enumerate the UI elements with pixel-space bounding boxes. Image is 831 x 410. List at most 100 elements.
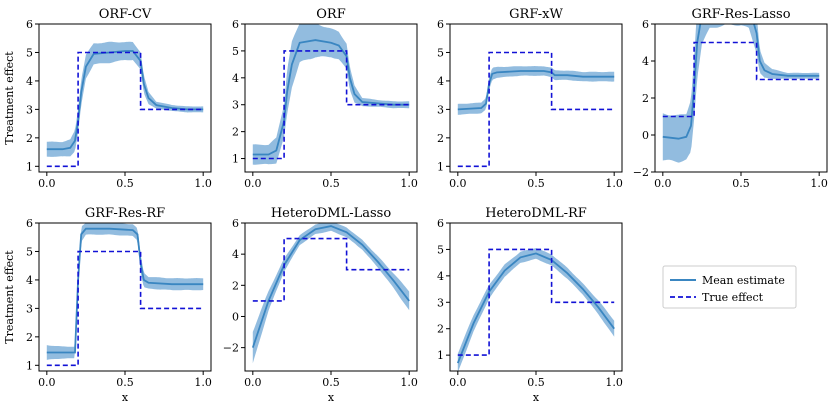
x-axis-label: x	[122, 391, 129, 404]
x-tick-label: 0.0	[654, 177, 672, 190]
confidence-band	[457, 66, 615, 115]
x-tick-label: 1.0	[605, 376, 623, 389]
x-tick-label: 1.0	[400, 177, 418, 190]
x-axis-label: x	[533, 391, 540, 404]
y-tick-label: 2	[26, 132, 33, 145]
legend-box	[662, 265, 797, 309]
y-tick-label: 3	[232, 99, 239, 112]
x-axis-label: x	[328, 391, 335, 404]
y-tick-label: 2	[232, 126, 239, 139]
plot-area	[662, 24, 820, 163]
subplot-title: HeteroDML-RF	[485, 206, 587, 221]
legend-true-label: True effect	[702, 291, 764, 304]
true-effect-line	[252, 237, 410, 302]
y-tick-label: 2	[437, 132, 444, 145]
plot-area	[251, 223, 410, 364]
y-tick-label: 1	[232, 153, 239, 166]
mean-estimate-line	[251, 225, 410, 348]
y-tick-label: 6	[232, 18, 239, 31]
plot-area	[252, 24, 410, 165]
y-tick-label: 6	[232, 217, 239, 230]
true-effect-line	[457, 51, 615, 168]
x-tick-label: 1.0	[400, 376, 418, 389]
mean-estimate-line	[46, 50, 204, 151]
x-tick-label: 0.0	[38, 177, 56, 190]
y-tick-label: 4	[437, 270, 444, 283]
y-tick-label: 4	[642, 55, 649, 68]
plot-area	[457, 51, 615, 168]
subplot-1: ORF-CV 0.0 0.5 1.0 1 2 3 4 5 6 Treatment effect	[3, 7, 212, 190]
subplot-title: ORF-CV	[99, 7, 152, 22]
subplot-2: ORF 0.0 0.5 1.0 1 2 3 4 5 6	[232, 7, 418, 190]
x-tick-label: 0.5	[732, 177, 750, 190]
y-tick-label: 6	[437, 217, 444, 230]
subplot-title: HeteroDML-Lasso	[271, 206, 391, 221]
subplot-5: GRF-Res-RF 0.0 0.5 1.0 1 2 3 4 5 6 Treatment effec…	[3, 206, 212, 404]
y-tick-label: 2	[642, 92, 649, 105]
y-tick-label: 4	[26, 274, 33, 287]
y-tick-label: 4	[232, 248, 239, 261]
confidence-band	[46, 41, 204, 157]
true-effect-line	[46, 250, 204, 367]
y-tick-label: 6	[26, 18, 33, 31]
subplot-3: GRF-xW 0.0 0.5 1.0 1 2 3 4 5 6	[437, 7, 623, 190]
y-tick-label: 1	[437, 349, 444, 362]
subplot-title: GRF-Res-RF	[85, 206, 165, 221]
x-tick-label: 0.5	[527, 177, 545, 190]
x-tick-label: 0.0	[449, 376, 467, 389]
true-effect-line	[457, 248, 615, 356]
x-tick-label: 0.0	[38, 376, 56, 389]
y-tick-label: 0	[232, 310, 239, 323]
subplot-title: GRF-xW	[509, 7, 563, 22]
x-tick-label: 0.0	[449, 177, 467, 190]
x-tick-label: 0.5	[116, 376, 134, 389]
y-tick-label: 5	[437, 46, 444, 59]
mean-estimate-line	[456, 252, 615, 364]
y-tick-label: 2	[437, 323, 444, 336]
y-tick-label: 6	[437, 18, 444, 31]
mean-estimate-line	[662, 24, 820, 140]
subplot-7: HeteroDML-RF 0.0 0.5 1.0 1 2 3 4 5 6 x	[437, 206, 623, 404]
confidence-band	[46, 223, 204, 360]
subplot-4: GRF-Res-Lasso 0.0 0.5 1.0 −2 0 2 4 6	[633, 7, 828, 190]
x-tick-label: 1.0	[194, 376, 212, 389]
x-tick-label: 1.0	[605, 177, 623, 190]
y-tick-label: 1	[26, 160, 33, 173]
y-tick-label: −2	[633, 166, 649, 179]
y-tick-label: 5	[26, 245, 33, 258]
subplot-title: ORF	[316, 7, 345, 22]
y-tick-label: 0	[642, 129, 649, 142]
y-tick-label: −2	[223, 342, 239, 355]
plot-area	[456, 248, 615, 371]
subplot-grid: ORF-CV 0.0 0.5 1.0 1 2 3 4 5 6 Treatment effect ORF…	[3, 7, 828, 404]
mean-estimate-line	[252, 39, 410, 156]
y-tick-label: 3	[437, 103, 444, 116]
x-tick-label: 0.5	[527, 376, 545, 389]
y-tick-label: 3	[437, 296, 444, 309]
y-tick-label: 2	[232, 279, 239, 292]
true-effect-line	[252, 50, 410, 160]
x-tick-label: 0.0	[244, 376, 262, 389]
y-tick-label: 1	[437, 160, 444, 173]
y-tick-label: 4	[437, 75, 444, 88]
plot-area	[46, 223, 204, 367]
y-tick-label: 5	[437, 243, 444, 256]
confidence-band	[457, 248, 615, 371]
true-effect-line	[662, 41, 820, 118]
y-tick-label: 6	[26, 217, 33, 230]
confidence-band	[252, 24, 410, 165]
x-tick-label: 1.0	[194, 177, 212, 190]
y-tick-label: 4	[232, 72, 239, 85]
y-tick-label: 2	[26, 331, 33, 344]
mean-estimate-line	[457, 70, 615, 111]
y-axis-label: Treatment effect	[3, 51, 16, 145]
y-tick-label: 4	[26, 75, 33, 88]
y-tick-label: 3	[26, 302, 33, 315]
mean-estimate-line	[46, 227, 204, 354]
subplot-6: HeteroDML-Lasso 0.0 0.5 1.0 −2 0 2 4 6 x	[223, 206, 418, 404]
x-tick-label: 0.5	[322, 177, 340, 190]
x-tick-label: 0.5	[322, 376, 340, 389]
x-tick-label: 0.0	[244, 177, 262, 190]
y-tick-label: 5	[26, 46, 33, 59]
